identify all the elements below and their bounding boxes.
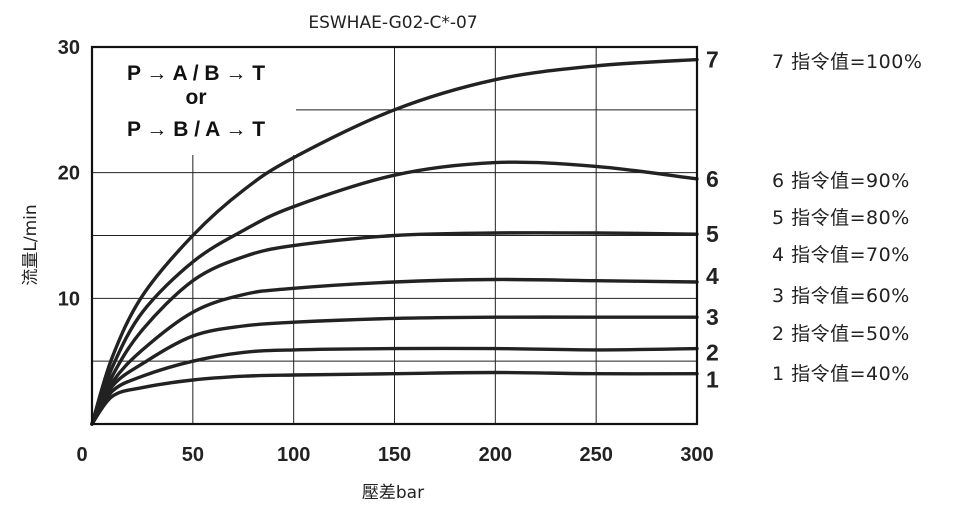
curve-1: [90, 370, 699, 426]
curve-label-5: 5: [706, 221, 719, 247]
curve-6: [90, 160, 699, 426]
legend-item-7: 7 指令值=100%: [772, 51, 922, 73]
y-axis-label: 流量L/min: [21, 204, 41, 285]
annotation-line-1: P → A / B → T: [127, 62, 265, 85]
y-tick-label-10: 10: [58, 288, 80, 310]
x-tick-label-0: 0: [76, 444, 87, 466]
x-tick-label-250: 250: [579, 444, 612, 466]
legend: 7 指令值=100% 6 指令值=90% 5 指令值=80% 4 指令值=70% 3 指…: [772, 51, 922, 385]
legend-item-4: 4 指令值=70%: [772, 244, 910, 266]
curve-label-2: 2: [706, 340, 719, 366]
curve-3: [90, 315, 699, 426]
annotation-box-background: [93, 48, 296, 155]
annotation-line-3: P → B / A → T: [127, 118, 265, 141]
legend-item-2: 2 指令值=50%: [772, 323, 910, 345]
x-tick-label-50: 50: [182, 444, 204, 466]
annotation-box: P → A / B → T or P → B / A → T: [93, 48, 296, 155]
x-tick-label-200: 200: [479, 444, 512, 466]
curve-label-3: 3: [706, 304, 719, 330]
curve-2: [90, 346, 699, 426]
curve-4: [90, 277, 699, 426]
x-tick-label-150: 150: [378, 444, 411, 466]
legend-item-3: 3 指令值=60%: [772, 285, 910, 307]
y-tick-label-30: 30: [58, 37, 80, 59]
curves: [90, 57, 699, 426]
tick-labels: 0 50 100 150 200 250 300 10 20 30: [58, 37, 714, 466]
legend-item-6: 6 指令值=90%: [772, 170, 910, 192]
curve-7: [90, 57, 699, 426]
x-axis-label: 壓差bar: [362, 483, 424, 503]
curve-label-4: 4: [706, 263, 719, 289]
y-tick-label-20: 20: [58, 163, 80, 185]
chart-title: ESWHAE-G02-C*-07: [308, 13, 477, 33]
legend-item-5: 5 指令值=80%: [772, 207, 910, 229]
curve-label-1: 1: [706, 367, 719, 393]
curve-label-7: 7: [706, 47, 719, 73]
annotation-line-2: or: [186, 86, 207, 109]
legend-item-1: 1 指令值=40%: [772, 363, 910, 385]
curve-5: [90, 231, 699, 426]
x-tick-label-100: 100: [277, 444, 310, 466]
x-tick-label-300: 300: [680, 444, 713, 466]
plot-frame: [90, 45, 699, 426]
curve-label-6: 6: [706, 166, 719, 192]
curve-labels: 12 3 4 5 6 7: [706, 47, 719, 393]
